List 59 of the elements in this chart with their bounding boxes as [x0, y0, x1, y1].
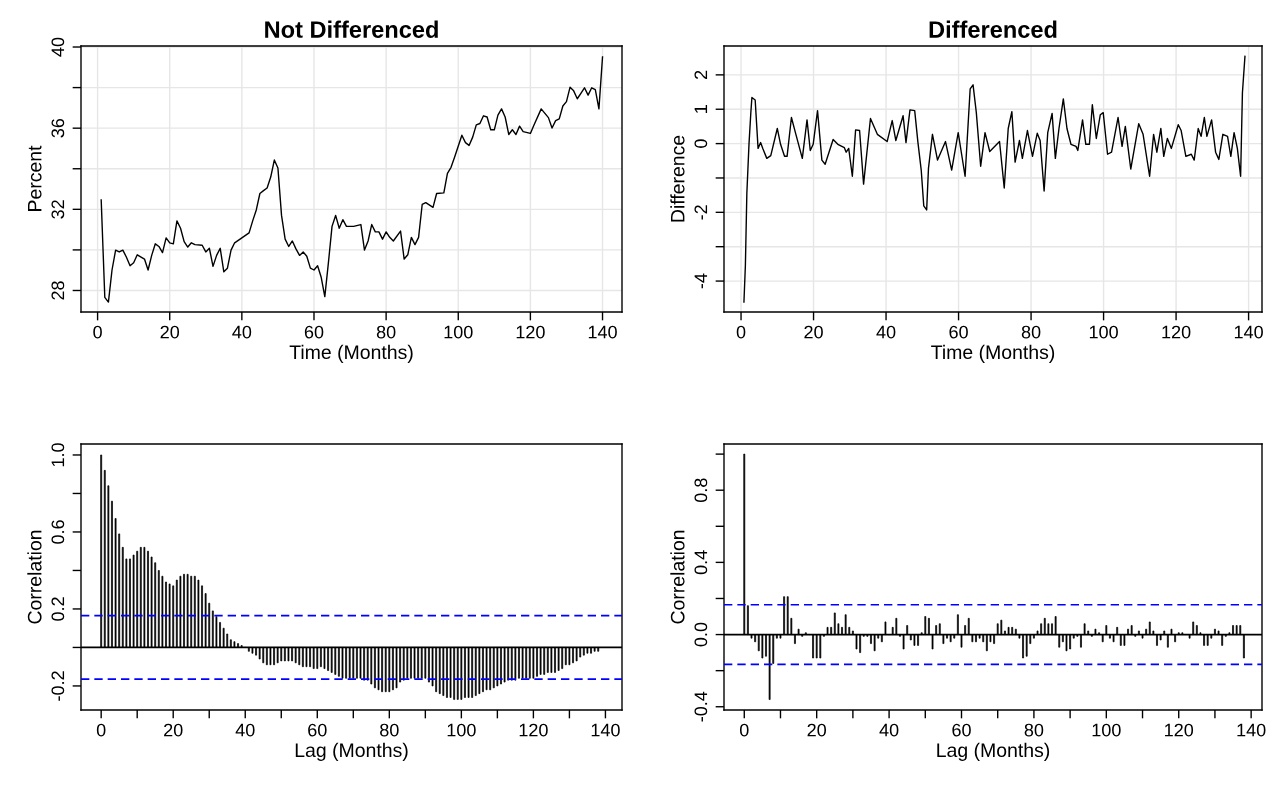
x-tick-label: 20 [804, 325, 823, 339]
y-tick-label: 0.8 [694, 478, 708, 503]
x-tick-label: 140 [1237, 723, 1266, 737]
x-tick-label: 0 [93, 325, 102, 339]
y-tick-label: 32 [51, 200, 65, 219]
x-tick-label: 100 [444, 325, 473, 339]
y-tick-label: 40 [51, 37, 65, 57]
x-tick-label: 100 [1092, 723, 1121, 737]
x-tick-label: 0 [96, 723, 106, 737]
x-axis-title: Lag (Months) [295, 742, 408, 761]
x-axis-title: Time (Months) [931, 344, 1055, 363]
chart-title: Not Differenced [265, 20, 438, 38]
x-tick-label: 120 [519, 723, 548, 737]
x-tick-label: 60 [949, 325, 968, 339]
x-tick-label: 80 [1024, 723, 1044, 737]
x-tick-label: 40 [235, 723, 255, 737]
x-tick-label: 140 [1234, 325, 1263, 339]
y-tick-label: 0 [694, 139, 708, 148]
x-tick-label: 80 [376, 325, 396, 339]
y-tick-label: -0.2 [51, 671, 65, 701]
y-tick-label: 0.6 [51, 520, 65, 544]
x-tick-label: 40 [232, 325, 252, 339]
x-tick-label: 140 [588, 325, 617, 339]
x-tick-label: 60 [308, 723, 327, 737]
x-tick-label: 20 [164, 723, 183, 737]
x-tick-label: 60 [304, 325, 324, 339]
y-tick-label: 0.0 [694, 622, 708, 647]
x-tick-label: 80 [1021, 325, 1041, 339]
y-tick-label: 0.2 [51, 597, 65, 621]
x-tick-label: 20 [160, 325, 180, 339]
x-tick-label: 20 [807, 723, 827, 737]
y-tick-label: -4 [694, 273, 708, 289]
chart-title: Differenced [929, 20, 1057, 38]
x-tick-label: 100 [1089, 325, 1118, 339]
y-tick-label: -2 [694, 205, 708, 220]
y-tick-label: 2 [694, 70, 708, 79]
x-tick-label: 120 [516, 325, 545, 339]
x-tick-label: 120 [1165, 723, 1194, 737]
x-tick-label: 40 [876, 325, 896, 339]
x-tick-label: 40 [879, 723, 899, 737]
y-axis-title: Correlation [670, 530, 685, 624]
y-tick-label: 28 [51, 281, 65, 300]
x-tick-label: 0 [739, 723, 749, 737]
y-axis-title: Difference [670, 135, 685, 222]
x-axis-title: Lag (Months) [937, 742, 1050, 761]
y-tick-label: 1.0 [51, 443, 65, 467]
y-tick-label: -0.4 [694, 691, 708, 722]
y-tick-label: 36 [51, 118, 65, 138]
x-tick-label: 140 [591, 723, 620, 737]
x-tick-label: 80 [380, 723, 399, 737]
x-tick-label: 100 [447, 723, 476, 737]
x-tick-label: 120 [1162, 325, 1191, 339]
x-tick-label: 0 [736, 325, 746, 339]
y-axis-title: Percent [28, 145, 42, 211]
x-tick-label: 60 [952, 723, 971, 737]
y-tick-label: 0.4 [694, 550, 708, 575]
y-axis-title: Correlation [27, 530, 42, 624]
x-axis-title: Time (Months) [289, 344, 413, 363]
y-tick-label: 1 [694, 105, 708, 113]
